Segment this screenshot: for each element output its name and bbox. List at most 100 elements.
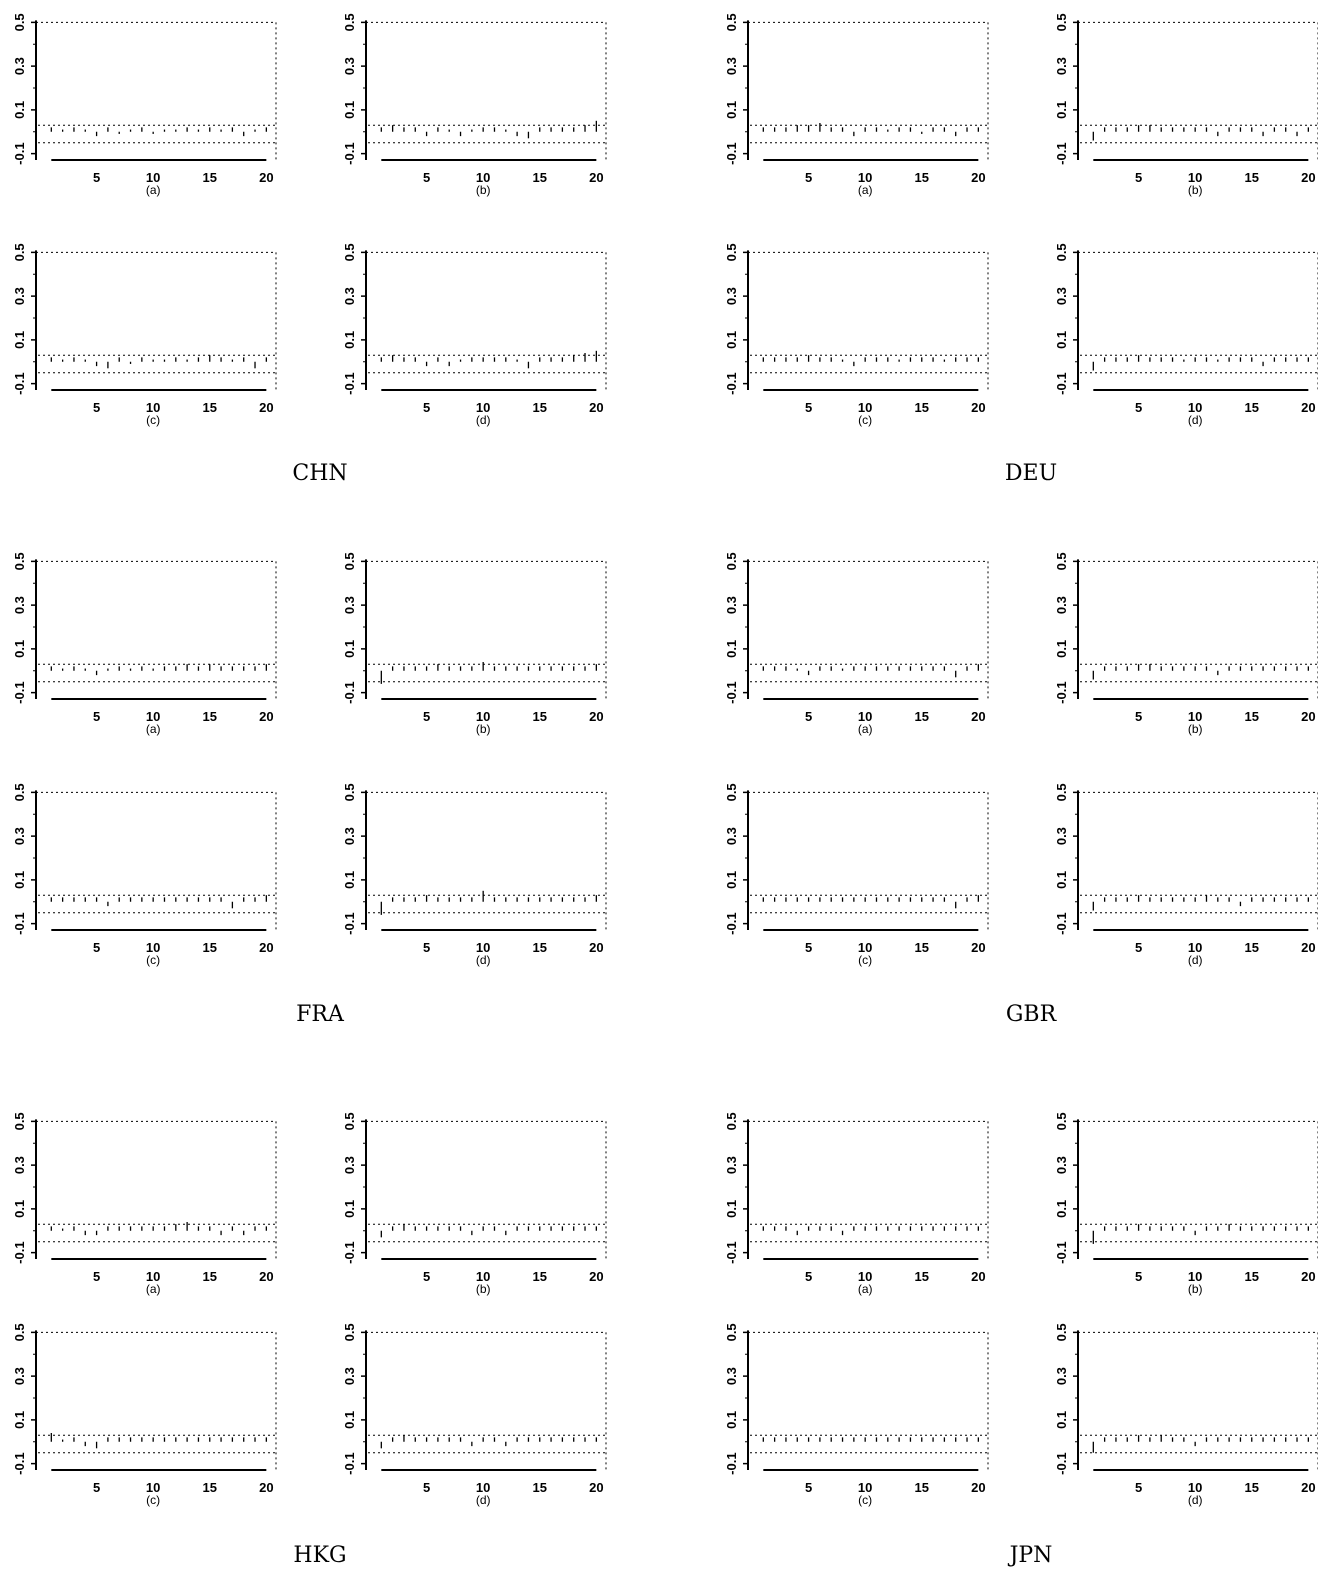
x-tick-label: 10 — [146, 170, 160, 185]
x-tick-label: 5 — [93, 940, 100, 955]
x-tick-label: 10 — [858, 1269, 872, 1284]
x-tick-label: 10 — [476, 400, 490, 415]
x-tick-label: 10 — [146, 940, 160, 955]
x-tick-label: 20 — [1301, 170, 1315, 185]
x-tick-label: 15 — [203, 1269, 217, 1284]
x-tick-label: 10 — [476, 1269, 490, 1284]
x-tick-label: 15 — [533, 170, 547, 185]
x-tick-label: 5 — [1135, 170, 1142, 185]
x-tick-label: 5 — [805, 400, 812, 415]
y-tick-label: 0.3 — [1054, 1367, 1069, 1385]
x-tick-label: 5 — [423, 940, 430, 955]
y-tick-label: 0.5 — [724, 13, 739, 31]
panel-label: (a) — [858, 722, 873, 736]
x-tick-label: 5 — [1135, 709, 1142, 724]
y-tick-label: 0.1 — [12, 871, 27, 889]
y-tick-label: -0.1 — [12, 681, 27, 703]
x-tick-label: 15 — [203, 1480, 217, 1495]
x-tick-label: 15 — [203, 400, 217, 415]
y-tick-label: -0.1 — [1054, 1452, 1069, 1474]
panel-label: (a) — [146, 722, 161, 736]
panel-label: (c) — [146, 953, 160, 967]
y-tick-label: 0.3 — [12, 1156, 27, 1174]
panel-label: (d) — [476, 413, 491, 427]
y-tick-label: 0.5 — [1054, 1323, 1069, 1341]
x-tick-label: 10 — [146, 709, 160, 724]
acf-panel: -0.1 0.1 0.3 0.5 5 10 15 20 (c) — [724, 243, 989, 427]
x-tick-label: 5 — [805, 1480, 812, 1495]
y-tick-label: 0.3 — [724, 1156, 739, 1174]
y-tick-label: 0.5 — [342, 783, 357, 801]
y-tick-label: 0.1 — [342, 331, 357, 349]
acf-panel: -0.1 0.1 0.3 0.5 5 10 15 20 (c) — [12, 783, 277, 967]
y-tick-label: 0.1 — [724, 331, 739, 349]
y-tick-label: 0.3 — [12, 287, 27, 305]
y-tick-label: 0.3 — [724, 57, 739, 75]
y-tick-label: -0.1 — [12, 1241, 27, 1263]
y-tick-label: 0.3 — [724, 287, 739, 305]
y-tick-label: 0.1 — [1054, 101, 1069, 119]
y-tick-label: -0.1 — [724, 372, 739, 394]
y-tick-label: 0.5 — [342, 1112, 357, 1130]
acf-panel: -0.1 0.1 0.3 0.5 5 10 15 20 (b) — [342, 552, 607, 736]
panel-label: (c) — [146, 1493, 160, 1507]
y-tick-label: -0.1 — [724, 681, 739, 703]
panel-label: (b) — [476, 183, 491, 197]
y-tick-label: 0.3 — [1054, 1156, 1069, 1174]
x-tick-label: 15 — [915, 940, 929, 955]
acf-panel: -0.1 0.1 0.3 0.5 5 10 15 20 (b) — [342, 1112, 607, 1296]
acf-panel: -0.1 0.1 0.3 0.5 5 10 15 20 (d) — [342, 783, 607, 967]
country-label: DEU — [1005, 461, 1057, 486]
y-tick-label: 0.5 — [724, 1323, 739, 1341]
panel-label: (c) — [858, 1493, 872, 1507]
y-tick-label: 0.1 — [1054, 1200, 1069, 1218]
acf-panel: -0.1 0.1 0.3 0.5 5 10 15 20 (b) — [1054, 13, 1318, 197]
x-tick-label: 15 — [203, 940, 217, 955]
group-gbr: -0.1 0.1 0.3 0.5 5 10 15 20 (a) -0.1 0.1 0.3 0.5 5 10 1… — [724, 552, 1318, 1027]
y-tick-label: -0.1 — [1054, 681, 1069, 703]
x-tick-label: 10 — [1188, 1269, 1202, 1284]
y-tick-label: 0.5 — [724, 243, 739, 261]
y-tick-label: 0.5 — [1054, 13, 1069, 31]
x-tick-label: 10 — [476, 170, 490, 185]
y-tick-label: 0.3 — [1054, 57, 1069, 75]
acf-panel: -0.1 0.1 0.3 0.5 5 10 15 20 (c) — [724, 1323, 989, 1507]
y-tick-label: 0.5 — [724, 1112, 739, 1130]
y-tick-label: -0.1 — [342, 1241, 357, 1263]
x-tick-label: 5 — [423, 400, 430, 415]
y-tick-label: 0.1 — [342, 1411, 357, 1429]
panel-label: (c) — [146, 413, 160, 427]
y-tick-label: 0.5 — [1054, 1112, 1069, 1130]
y-tick-label: 0.1 — [12, 1200, 27, 1218]
y-tick-label: 0.5 — [12, 243, 27, 261]
x-tick-label: 20 — [589, 400, 603, 415]
y-tick-label: -0.1 — [342, 372, 357, 394]
x-tick-label: 20 — [971, 709, 985, 724]
y-tick-label: 0.5 — [342, 243, 357, 261]
country-label: HKG — [293, 1543, 346, 1568]
y-tick-label: -0.1 — [12, 1452, 27, 1474]
x-tick-label: 5 — [805, 940, 812, 955]
y-tick-label: 0.5 — [12, 1112, 27, 1130]
y-tick-label: 0.3 — [342, 1367, 357, 1385]
y-tick-label: -0.1 — [12, 912, 27, 934]
x-tick-label: 20 — [589, 1269, 603, 1284]
y-tick-label: 0.5 — [12, 552, 27, 570]
acf-panel: -0.1 0.1 0.3 0.5 5 10 15 20 (b) — [342, 13, 607, 197]
acf-panel: -0.1 0.1 0.3 0.5 5 10 15 20 (d) — [342, 243, 607, 427]
x-tick-label: 15 — [1245, 1269, 1259, 1284]
x-tick-label: 20 — [971, 1480, 985, 1495]
x-tick-label: 20 — [971, 170, 985, 185]
y-tick-label: -0.1 — [342, 142, 357, 164]
y-tick-label: 0.1 — [342, 640, 357, 658]
y-tick-label: 0.1 — [1054, 331, 1069, 349]
y-tick-label: 0.5 — [12, 1323, 27, 1341]
acf-panel: -0.1 0.1 0.3 0.5 5 10 15 20 (a) — [724, 1112, 989, 1296]
y-tick-label: 0.1 — [724, 640, 739, 658]
y-tick-label: -0.1 — [1054, 142, 1069, 164]
x-tick-label: 10 — [858, 709, 872, 724]
x-tick-label: 20 — [971, 400, 985, 415]
acf-panel: -0.1 0.1 0.3 0.5 5 10 15 20 (a) — [724, 552, 989, 736]
panel-label: (a) — [146, 183, 161, 197]
